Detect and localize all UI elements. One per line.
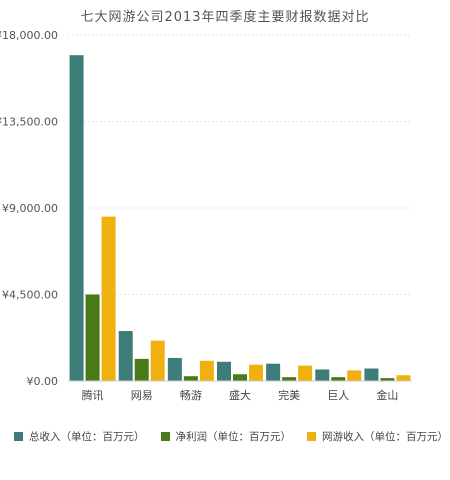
x-category-label: 畅游 xyxy=(180,388,202,402)
legend-label: 总收入（单位：百万元） xyxy=(29,431,145,443)
legend-item: 网游收入（单位：百万元） xyxy=(307,429,448,444)
bars xyxy=(69,55,411,381)
legend-label: 网游收入（单位：百万元） xyxy=(322,431,448,443)
bar-2-2 xyxy=(134,358,149,381)
y-tick-label: ¥4,500.00 xyxy=(2,289,58,302)
bar-1-2 xyxy=(118,331,133,381)
y-axis-ticks: ¥0.00 ¥4,500.00 ¥9,000.00 ¥13,500.00 ¥18,000… xyxy=(0,29,58,388)
bar-3-3 xyxy=(199,360,214,381)
y-tick-label: ¥0.00 xyxy=(27,375,59,388)
bar-1-4 xyxy=(217,361,231,381)
bar-3-5 xyxy=(298,365,313,381)
bar-1-5 xyxy=(266,363,281,381)
legend-label: 净利润（单位：百万元） xyxy=(175,431,292,443)
bar-3-7 xyxy=(396,375,411,381)
x-category-label: 盛大 xyxy=(229,388,251,402)
legend-swatch xyxy=(160,432,170,441)
legend-item: 总收入（单位：百万元） xyxy=(14,429,145,444)
legend-swatch xyxy=(307,432,316,441)
legend: 总收入（单位：百万元） 净利润（单位：百万元） 网游收入（单位：百万元） xyxy=(14,429,448,444)
y-tick-label: ¥13,500.00 xyxy=(0,116,58,129)
bar-2-4 xyxy=(233,374,247,381)
bar-2-6 xyxy=(331,377,346,381)
y-tick-label: ¥9,000.00 xyxy=(2,202,58,215)
x-category-label: 完美 xyxy=(278,388,300,402)
legend-item: 净利润（单位：百万元） xyxy=(160,429,292,444)
x-category-label: 网易 xyxy=(131,389,153,402)
x-axis-categories: 腾讯 网易 畅游 盛大 完美 巨人 金山 xyxy=(82,388,399,402)
x-category-label: 金山 xyxy=(376,388,398,402)
y-tick-label: ¥18,000.00 xyxy=(0,29,58,42)
bar-chart: ¥0.00 ¥4,500.00 ¥9,000.00 ¥13,500.00 ¥18,000… xyxy=(0,29,412,402)
bar-3-2 xyxy=(150,340,165,381)
chart-title: 七大网游公司2013年四季度主要财报数据对比 xyxy=(80,10,370,25)
bar-3-1 xyxy=(101,216,116,381)
bar-2-7 xyxy=(380,378,395,381)
bar-1-7 xyxy=(364,368,379,381)
x-category-label: 巨人 xyxy=(327,389,349,402)
bar-1-6 xyxy=(315,369,330,381)
bar-2-1 xyxy=(85,294,100,381)
bar-2-3 xyxy=(183,376,198,381)
x-category-label: 腾讯 xyxy=(82,388,104,402)
gridlines xyxy=(68,34,412,295)
legend-swatch xyxy=(14,432,23,441)
bar-1-3 xyxy=(167,357,182,381)
bar-1-1 xyxy=(69,55,84,381)
bar-2-5 xyxy=(282,377,297,381)
bar-3-4 xyxy=(249,364,263,381)
bar-3-6 xyxy=(347,370,362,381)
